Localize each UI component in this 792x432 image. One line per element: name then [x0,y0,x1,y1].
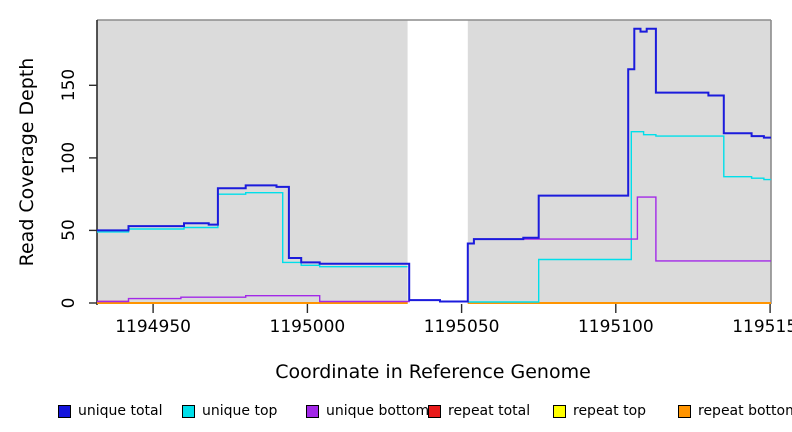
repeat-bottom-swatch-icon [678,404,691,418]
legend-label: unique bottom [326,403,430,419]
x-tick-label: 1194950 [115,317,191,337]
unique-total-swatch-icon [58,404,71,418]
x-tick-label: 1195100 [577,317,654,337]
repeat-total-swatch-icon [428,404,441,418]
legend-item-unique-bottom: unique bottom [306,398,429,424]
y-tick-label: 0 [59,297,79,309]
legend-label: repeat top [573,403,647,419]
legend-item-unique-total: unique total [58,398,162,424]
legend-item-unique-top: unique top [182,398,277,424]
unique-top-swatch-icon [182,404,195,418]
y-tick-label: 100 [59,141,79,175]
y-tick-label: 150 [59,69,79,102]
repeat-top-swatch-icon [553,404,566,418]
legend-item-repeat-top: repeat top [553,398,646,424]
legend-item-repeat-total: repeat total [428,398,530,424]
legend-label: unique total [78,403,163,419]
x-axis-title: Coordinate in Reference Genome [275,361,591,383]
legend-item-repeat-bottom: repeat bottom [678,398,792,424]
chart-legend: unique total unique top unique bottom re… [0,398,792,424]
x-tick-label: 1195050 [423,317,500,337]
y-tick-label: 50 [59,219,79,242]
y-axis-title: Read Coverage Depth [16,57,38,267]
legend-label: repeat bottom [698,403,792,419]
legend-label: unique top [202,403,278,419]
x-tick-label: 1195000 [269,317,346,337]
legend-label: repeat total [448,403,531,419]
unique-bottom-swatch-icon [306,404,319,418]
